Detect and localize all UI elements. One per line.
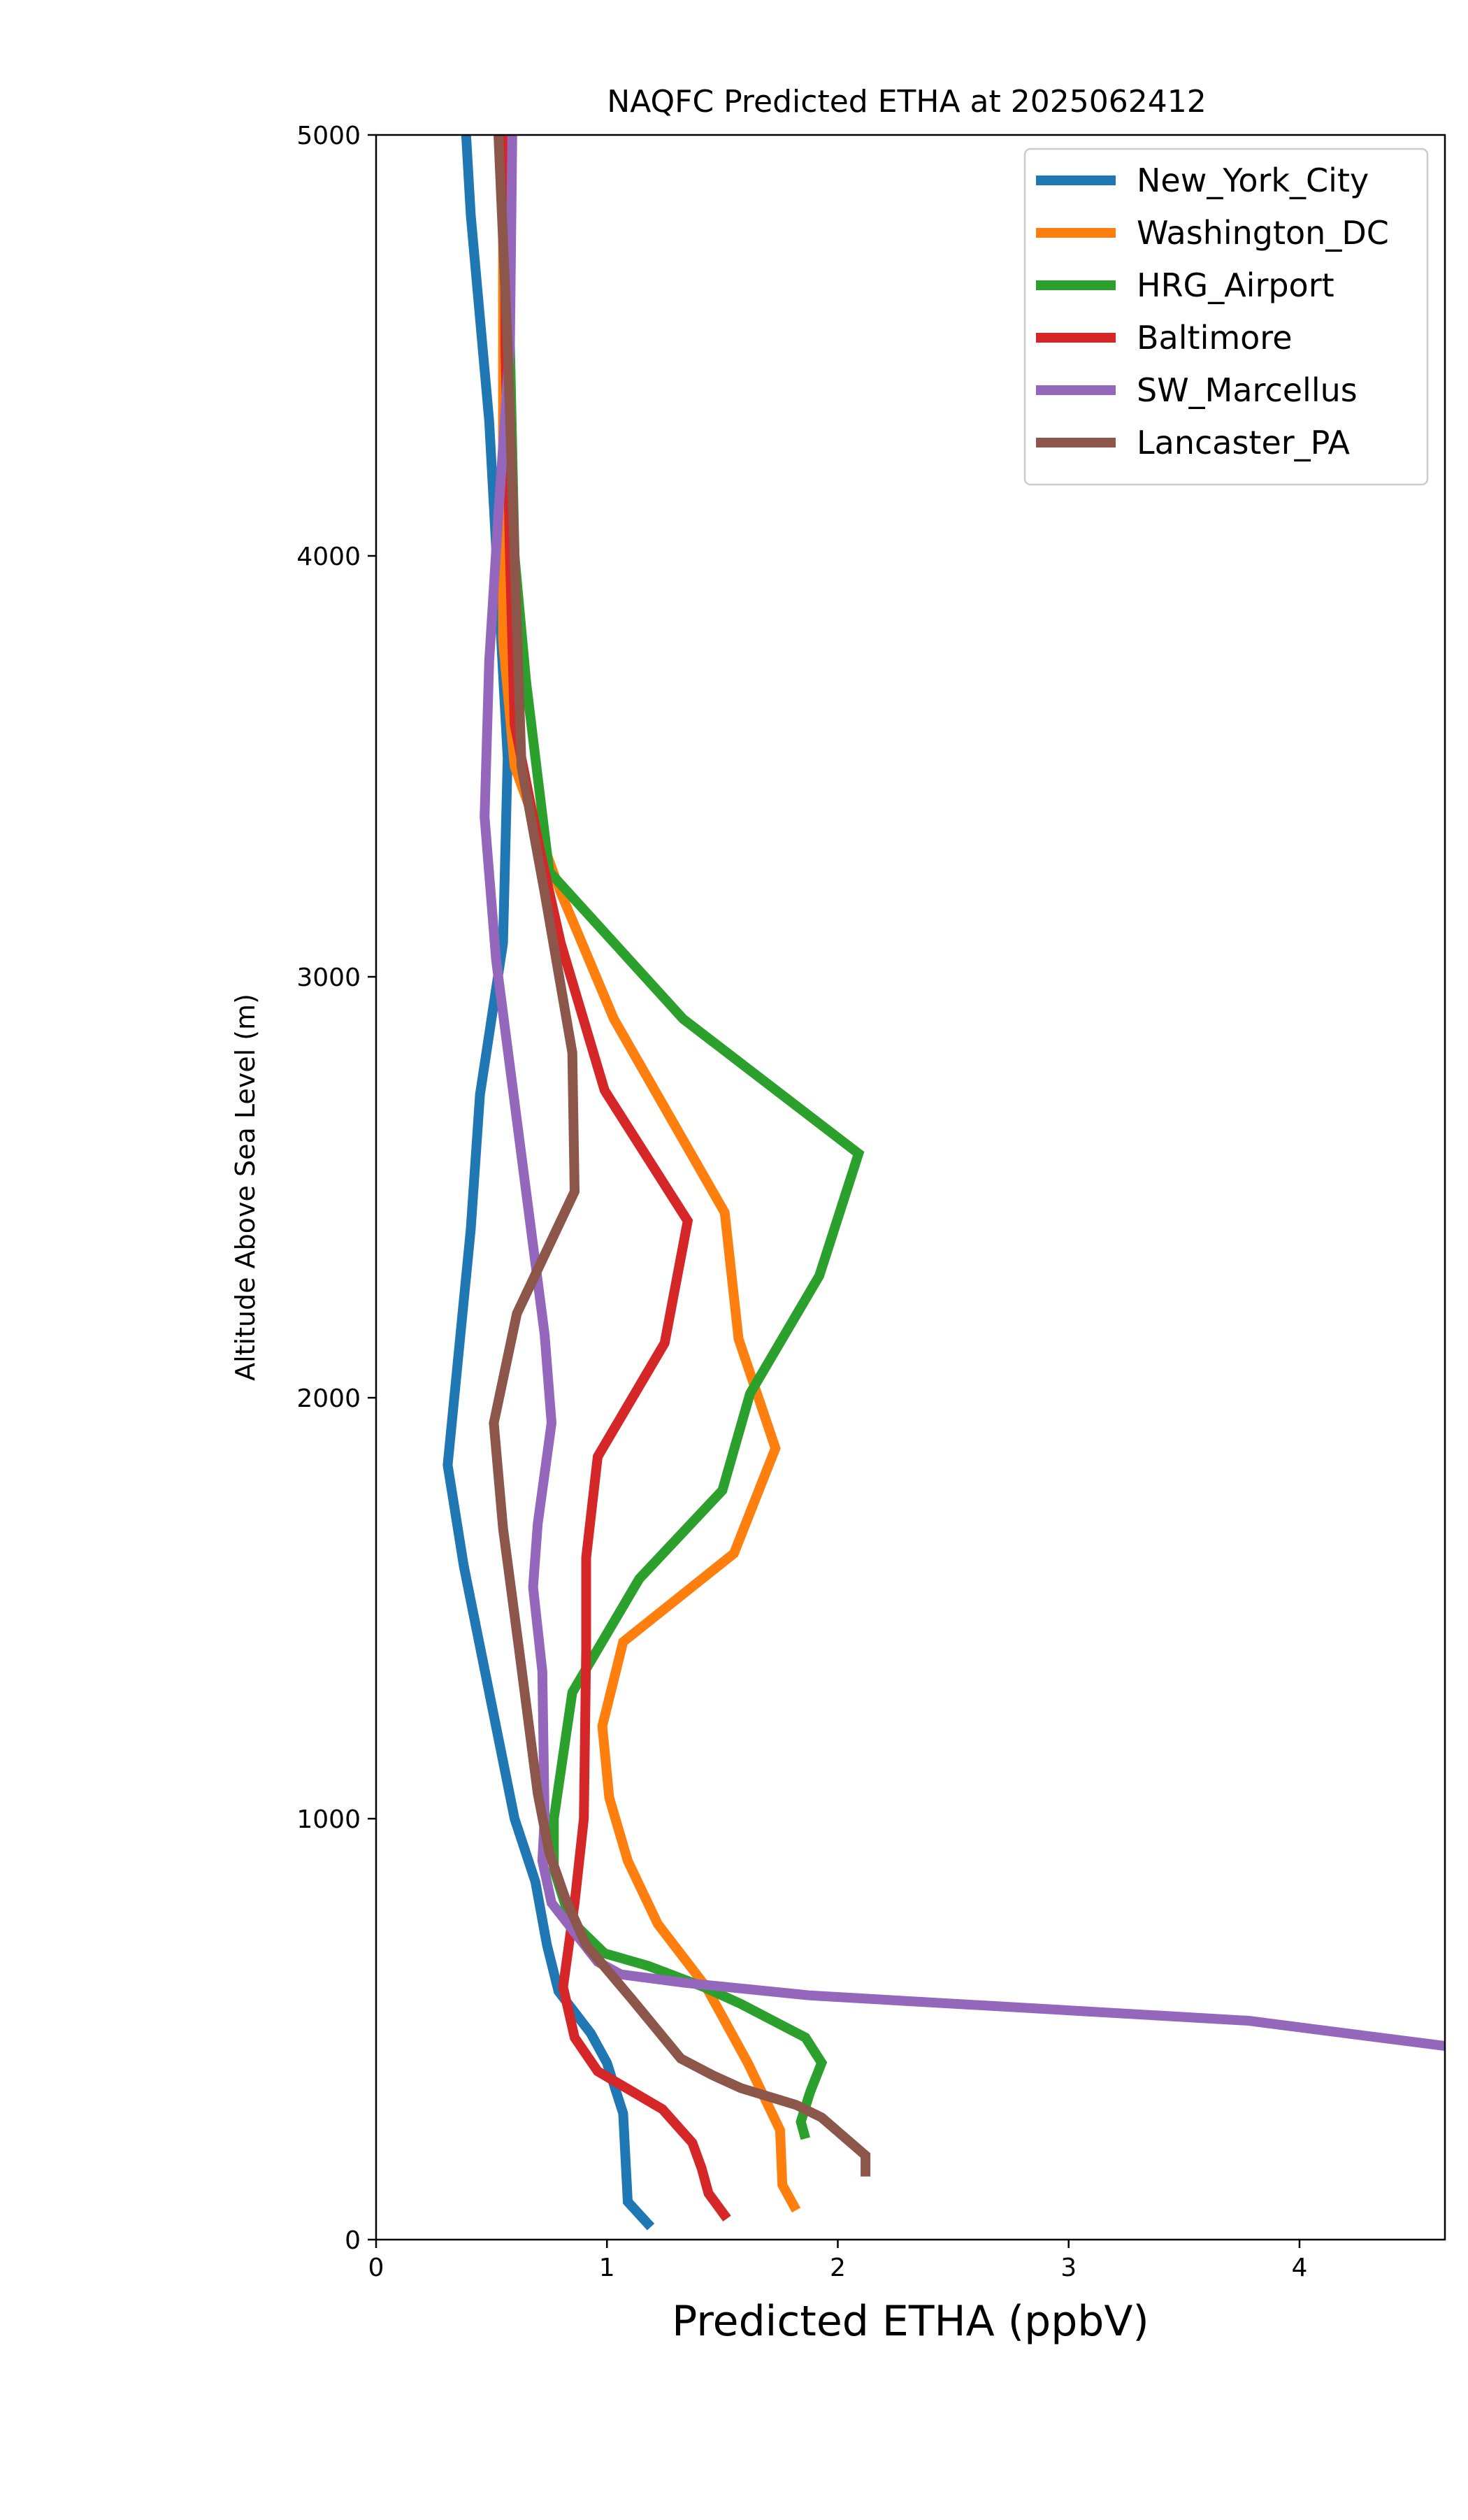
axes-layer: 0 1 2 3 4 0 1000 2000 3000 4000 5000 — [296, 122, 1446, 2282]
legend-label-new-york-city: New_York_City — [1137, 162, 1369, 199]
legend-box — [1023, 148, 1429, 486]
series-line-new-york-city — [442, 135, 655, 2231]
series-line-lancaster-pa — [489, 135, 871, 2177]
legend-label-washington-dc: Washington_DC — [1137, 214, 1389, 252]
x-tick-label: 4 — [1291, 2254, 1307, 2282]
x-axis-label: Predicted ETHA (ppbV) — [672, 2297, 1149, 2346]
series-layer — [442, 135, 1445, 2231]
x-tick-label: 3 — [1060, 2254, 1077, 2282]
y-tick-label: 5000 — [296, 122, 361, 150]
y-tick-label: 4000 — [296, 543, 361, 571]
y-tick-label: 3000 — [296, 964, 361, 992]
legend-label-lancaster-pa: Lancaster_PA — [1137, 424, 1350, 461]
plot-frame — [375, 134, 1446, 2241]
chart-title: NAQFC Predicted ETHA at 2025062412 — [607, 84, 1206, 120]
y-axis-label: Altitude Above Sea Level (m) — [230, 994, 261, 1381]
legend-label-sw-marcellus: SW_Marcellus — [1137, 371, 1358, 409]
legend: New_York_City Washington_DC HRG_Airport Bal… — [1023, 148, 1429, 486]
legend-label-hrg-airport: HRG_Airport — [1137, 266, 1334, 304]
x-tick-label: 0 — [368, 2254, 384, 2282]
legend-label-baltimore: Baltimore — [1137, 319, 1293, 357]
y-tick-label: 1000 — [296, 1805, 361, 1834]
series-line-sw-marcellus — [480, 135, 1445, 2052]
y-tick-label: 2000 — [296, 1384, 361, 1413]
x-tick-label: 2 — [830, 2254, 846, 2282]
series-line-hrg-airport — [503, 135, 865, 2140]
x-tick-label: 1 — [599, 2254, 615, 2282]
y-tick-label: 0 — [345, 2226, 361, 2255]
